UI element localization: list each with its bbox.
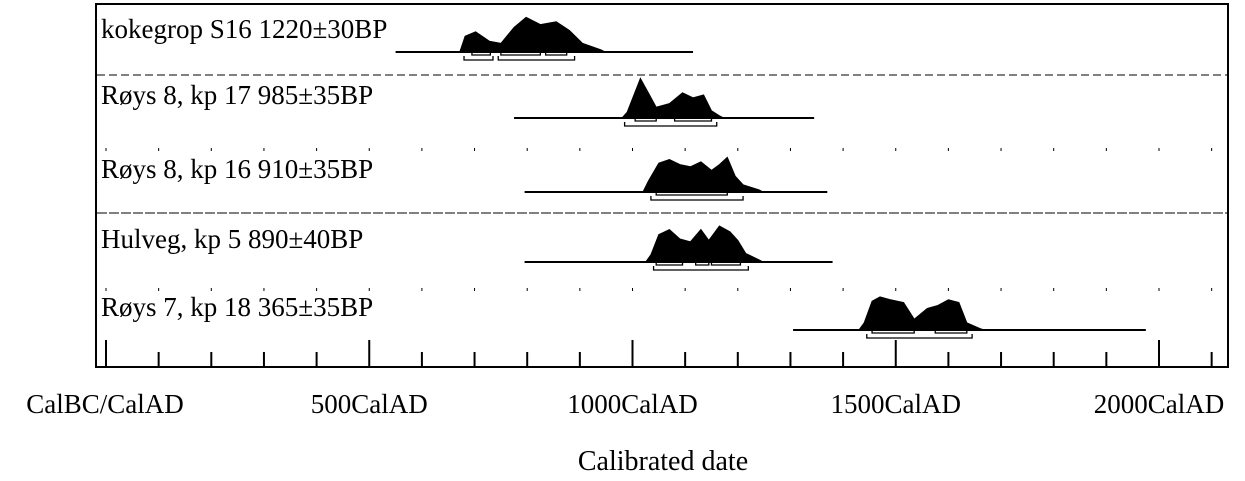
tick-label: 1000CalAD bbox=[567, 389, 698, 419]
sigma1-bracket bbox=[634, 118, 657, 122]
probability-distribution bbox=[857, 296, 985, 331]
sigma1-bracket bbox=[673, 118, 713, 122]
sample-row: kokegrop S16 1220±30BP bbox=[101, 14, 694, 61]
sigma2-bracket bbox=[866, 334, 973, 339]
sample-row: Røys 8, kp 16 910±35BP bbox=[101, 154, 828, 201]
plot-frame bbox=[95, 3, 1229, 368]
sigma1-bracket bbox=[934, 330, 968, 334]
tick-label: 2000CalAD bbox=[1094, 389, 1225, 419]
sample-label: Hulveg, kp 5 890±40BP bbox=[101, 224, 363, 254]
sigma1-bracket bbox=[655, 192, 728, 196]
dotted-tick-rows bbox=[105, 148, 1213, 291]
sample-label: kokegrop S16 1220±30BP bbox=[101, 14, 387, 44]
sample-label: Røys 8, kp 17 985±35BP bbox=[101, 80, 373, 110]
sigma2-bracket bbox=[650, 196, 744, 201]
probability-distribution bbox=[642, 156, 764, 193]
sigma1-bracket bbox=[695, 262, 710, 266]
probability-distribution bbox=[620, 77, 724, 119]
sigma1-bracket bbox=[871, 330, 915, 334]
sigma1-bracket bbox=[500, 52, 542, 56]
row-separators bbox=[97, 74, 1227, 214]
sigma2-bracket bbox=[652, 266, 749, 271]
probability-distribution bbox=[644, 225, 764, 263]
sample-row: Røys 7, kp 18 365±35BP bbox=[101, 292, 1146, 339]
x-axis: CalBC/CalAD 500CalAD 1000CalAD 1500CalAD 200… bbox=[26, 340, 1224, 419]
sigma2-bracket bbox=[463, 56, 494, 61]
sigma1-bracket bbox=[544, 52, 568, 56]
tick-label: CalBC/CalAD bbox=[26, 389, 184, 419]
x-axis-title: Calibrated date bbox=[578, 446, 748, 477]
sigma1-bracket bbox=[655, 262, 684, 266]
sample-rows: kokegrop S16 1220±30BP Røys 8, kp 17 985±… bbox=[101, 14, 1146, 339]
tick-label: 1500CalAD bbox=[831, 389, 962, 419]
sample-label: Røys 7, kp 18 365±35BP bbox=[101, 292, 373, 322]
sigma1-bracket bbox=[710, 262, 742, 266]
sigma2-bracket bbox=[497, 56, 576, 61]
sample-row: Røys 8, kp 17 985±35BP bbox=[101, 77, 815, 127]
sample-label: Røys 8, kp 16 910±35BP bbox=[101, 154, 373, 184]
sample-row: Hulveg, kp 5 890±40BP bbox=[101, 224, 833, 271]
tick-label: 500CalAD bbox=[311, 389, 428, 419]
sigma1-bracket bbox=[471, 52, 491, 56]
probability-distribution bbox=[459, 16, 606, 53]
sigma2-bracket bbox=[623, 122, 718, 127]
